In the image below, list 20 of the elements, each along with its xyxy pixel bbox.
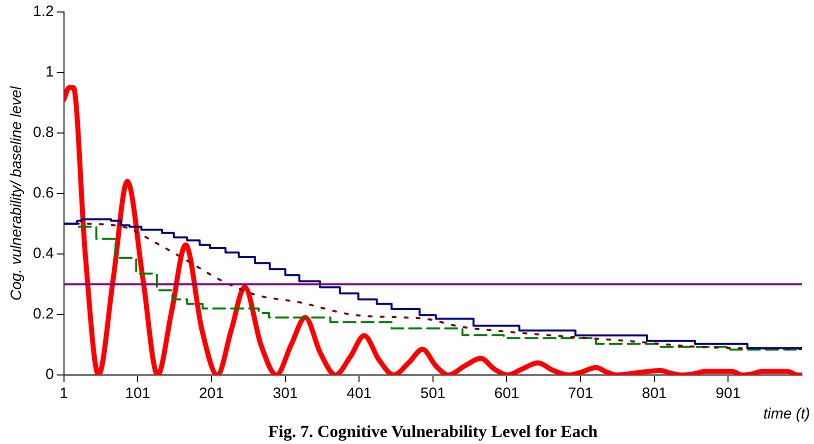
y-tick-label: 0.2 bbox=[32, 306, 54, 323]
y-tick-label: 0.8 bbox=[32, 124, 54, 142]
x-tick-label: 701 bbox=[568, 385, 594, 402]
caption: Fig. 7. Cognitive Vulnerability Level for Each bbox=[268, 422, 598, 441]
x-tick-label: 101 bbox=[125, 385, 150, 402]
x-tick-label: 301 bbox=[272, 385, 298, 402]
y-axis-title: Cog. vulnerability/ baseline level bbox=[8, 86, 26, 301]
x-tick-label: 901 bbox=[716, 385, 741, 402]
y-tick-label: 1.2 bbox=[32, 3, 54, 20]
x-tick-label: 501 bbox=[420, 385, 446, 402]
y-tick-label: 0 bbox=[46, 366, 54, 384]
y-tick-label: 1 bbox=[46, 64, 54, 81]
x-tick-label: 601 bbox=[494, 385, 520, 402]
y-tick-label: 0.4 bbox=[32, 245, 54, 262]
x-tick-label: 801 bbox=[642, 385, 667, 402]
x-tick-label: 201 bbox=[198, 385, 224, 402]
y-tick-label: 0.6 bbox=[32, 184, 54, 202]
x-tick-label: 401 bbox=[346, 385, 372, 402]
x-tick-label: 1 bbox=[60, 385, 68, 402]
x-axis-title: time (t) bbox=[763, 406, 810, 423]
